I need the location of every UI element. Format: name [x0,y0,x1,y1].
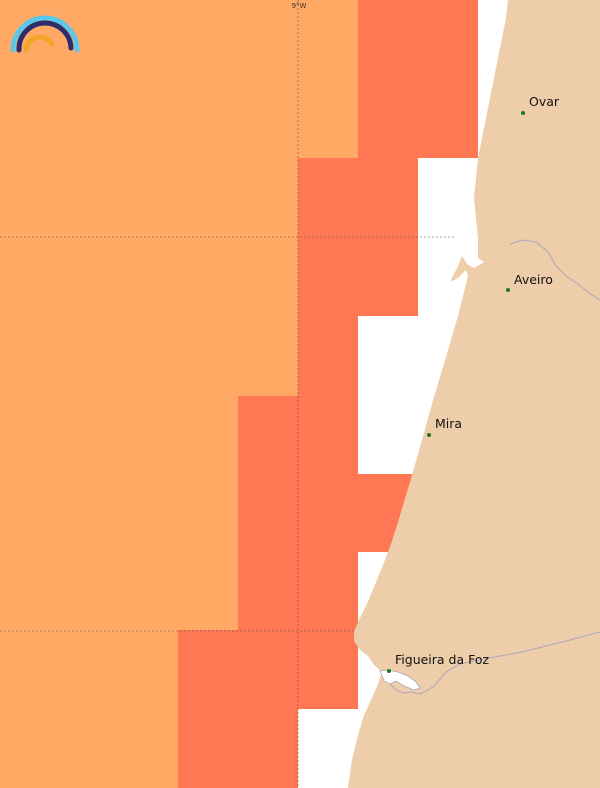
rainbow-logo [10,15,80,53]
logo-arc-middle [16,20,74,53]
place-dot [521,111,525,115]
place-dot [427,433,431,437]
logo-arc-outer [10,15,80,53]
logo-arc-inner [23,34,55,53]
mondego-river [389,631,600,695]
place-ovar[interactable]: Ovar [521,94,560,115]
place-label: Ovar [529,94,560,109]
place-aveiro[interactable]: Aveiro [506,272,553,292]
land [348,0,600,788]
place-label: Aveiro [514,272,553,287]
vouga-river [509,239,600,301]
sea-zone-light [0,0,358,788]
place-dot [506,288,510,292]
place-dot [387,669,391,673]
place-label: Figueira da Foz [395,652,490,667]
place-label: Mira [435,416,462,431]
meridian-label: 9°W [292,2,307,10]
place-mira[interactable]: Mira [427,416,462,437]
sea-zone-dark [178,0,478,788]
place-figueira-da-foz[interactable]: Figueira da Foz [387,652,490,673]
mondego-estuary [379,669,421,691]
